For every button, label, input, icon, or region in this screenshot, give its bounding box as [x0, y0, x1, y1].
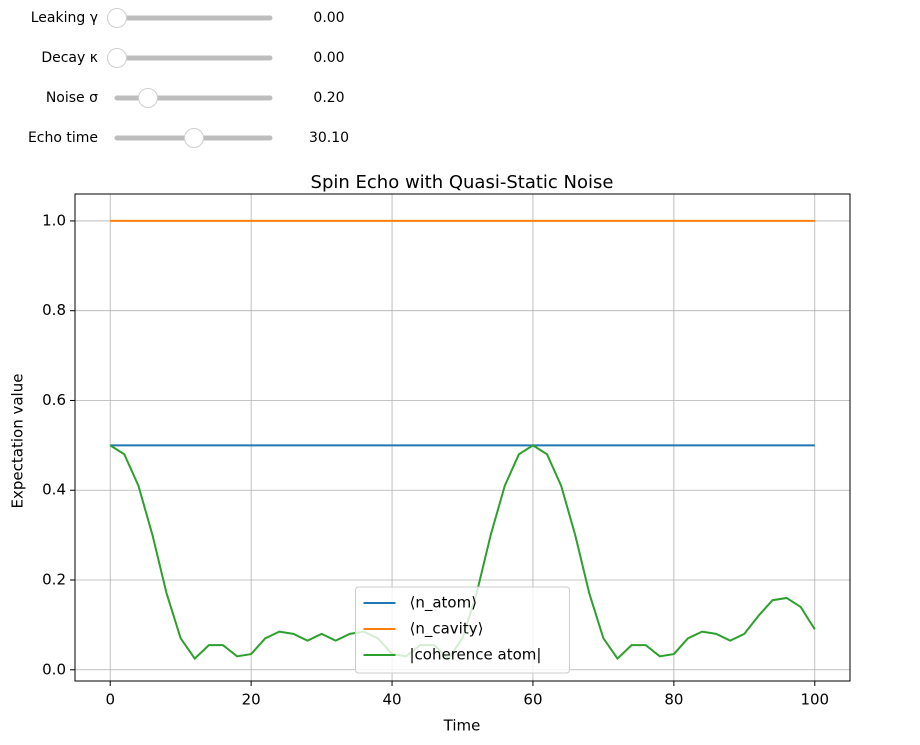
y-axis-label: Expectation value	[9, 374, 27, 509]
legend-label: ⟨n_cavity⟩	[410, 620, 484, 639]
x-tick-label: 40	[382, 691, 401, 709]
y-tick-label: 0.0	[42, 660, 66, 678]
slider-thumb[interactable]	[184, 128, 204, 148]
controls: Leaking γ 0.00 Decay κ 0.00 Noise σ 0.20 Echo …	[28, 8, 349, 148]
chart-title: Spin Echo with Quasi-Static Noise	[311, 172, 614, 193]
x-tick-label: 0	[105, 691, 115, 709]
slider-label: Decay κ	[41, 50, 98, 66]
y-tick-label: 1.0	[42, 211, 66, 229]
slider-thumb[interactable]	[107, 8, 127, 28]
x-tick-label: 60	[523, 691, 542, 709]
x-tick-label: 80	[664, 691, 683, 709]
legend: ⟨n_atom⟩ ⟨n_cavity⟩ |coherence atom|	[355, 586, 570, 674]
slider-thumb[interactable]	[138, 88, 158, 108]
y-tick-label: 0.4	[42, 481, 66, 499]
slider-value: 0.00	[313, 10, 344, 26]
slider-label: Noise σ	[46, 90, 98, 106]
legend-box	[355, 586, 570, 674]
slider-value: 30.10	[309, 130, 349, 146]
y-tick-label: 0.6	[42, 391, 66, 409]
x-tick-label: 20	[242, 691, 261, 709]
slider-label: Leaking γ	[31, 10, 98, 26]
y-tick-label: 0.8	[42, 301, 66, 319]
slider-label: Echo time	[28, 130, 98, 146]
plot-frame	[74, 193, 851, 682]
slider-value: 0.00	[313, 50, 344, 66]
slider-thumb[interactable]	[107, 48, 127, 68]
slider-value: 0.20	[313, 90, 344, 106]
legend-label: ⟨n_atom⟩	[410, 594, 478, 613]
y-tick-label: 0.2	[42, 571, 66, 589]
x-axis-label: Time	[443, 717, 481, 735]
x-tick-label: 100	[800, 691, 829, 709]
legend-label: |coherence atom|	[410, 646, 542, 664]
